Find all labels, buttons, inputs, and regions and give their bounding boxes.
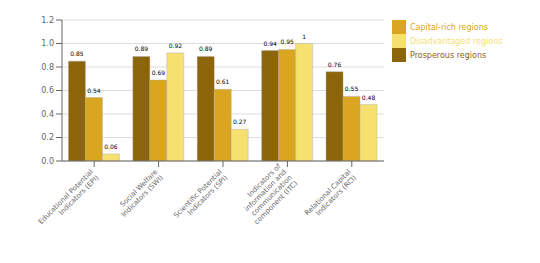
svg-text:0.89: 0.89	[199, 45, 213, 52]
svg-text:0.76: 0.76	[328, 61, 342, 68]
svg-text:0.89: 0.89	[135, 45, 149, 52]
svg-text:Relational CapitalIndicators (: Relational CapitalIndicators (RCI)	[303, 168, 358, 223]
svg-text:Social WelfareIndicators (SWI): Social WelfareIndicators (SWI)	[114, 168, 165, 219]
svg-text:0.54: 0.54	[87, 87, 101, 94]
svg-text:Scientific PotentialIndicators: Scientific PotentialIndicators (SPI)	[172, 168, 229, 225]
svg-text:0.94: 0.94	[263, 40, 277, 47]
svg-text:0.95: 0.95	[280, 38, 294, 45]
html-text:Capital-rich regions: Capital-rich regions	[410, 22, 488, 32]
svg-text:Educational PotentialIndicator: Educational PotentialIndicators (EPI)	[37, 168, 101, 232]
svg-text:0.85: 0.85	[70, 50, 84, 57]
svg-text:1.2: 1.2	[41, 16, 54, 25]
svg-text:0.61: 0.61	[216, 78, 230, 85]
svg-text:0.8: 0.8	[41, 63, 54, 72]
svg-text:0.69: 0.69	[152, 69, 166, 76]
svg-text:0.2: 0.2	[41, 133, 54, 142]
svg-text:0.06: 0.06	[104, 143, 118, 150]
svg-text:0.92: 0.92	[169, 42, 183, 49]
svg-text:0.27: 0.27	[233, 118, 247, 125]
svg-text:Indicators ofinformation andco: Indicators ofinformation andcommunicatio…	[236, 162, 300, 226]
svg-text:0.55: 0.55	[345, 85, 359, 92]
svg-text:0.0: 0.0	[41, 157, 54, 166]
svg-text:0.6: 0.6	[41, 86, 54, 95]
svg-text:1: 1	[302, 33, 306, 40]
svg-text:0.4: 0.4	[41, 110, 54, 119]
svg-text:1.0: 1.0	[41, 39, 54, 48]
html-text:Prosperous regions: Prosperous regions	[410, 50, 487, 60]
html-text:Disadvantaged regions: Disadvantaged regions	[410, 36, 503, 46]
svg-text:0.48: 0.48	[362, 94, 376, 101]
